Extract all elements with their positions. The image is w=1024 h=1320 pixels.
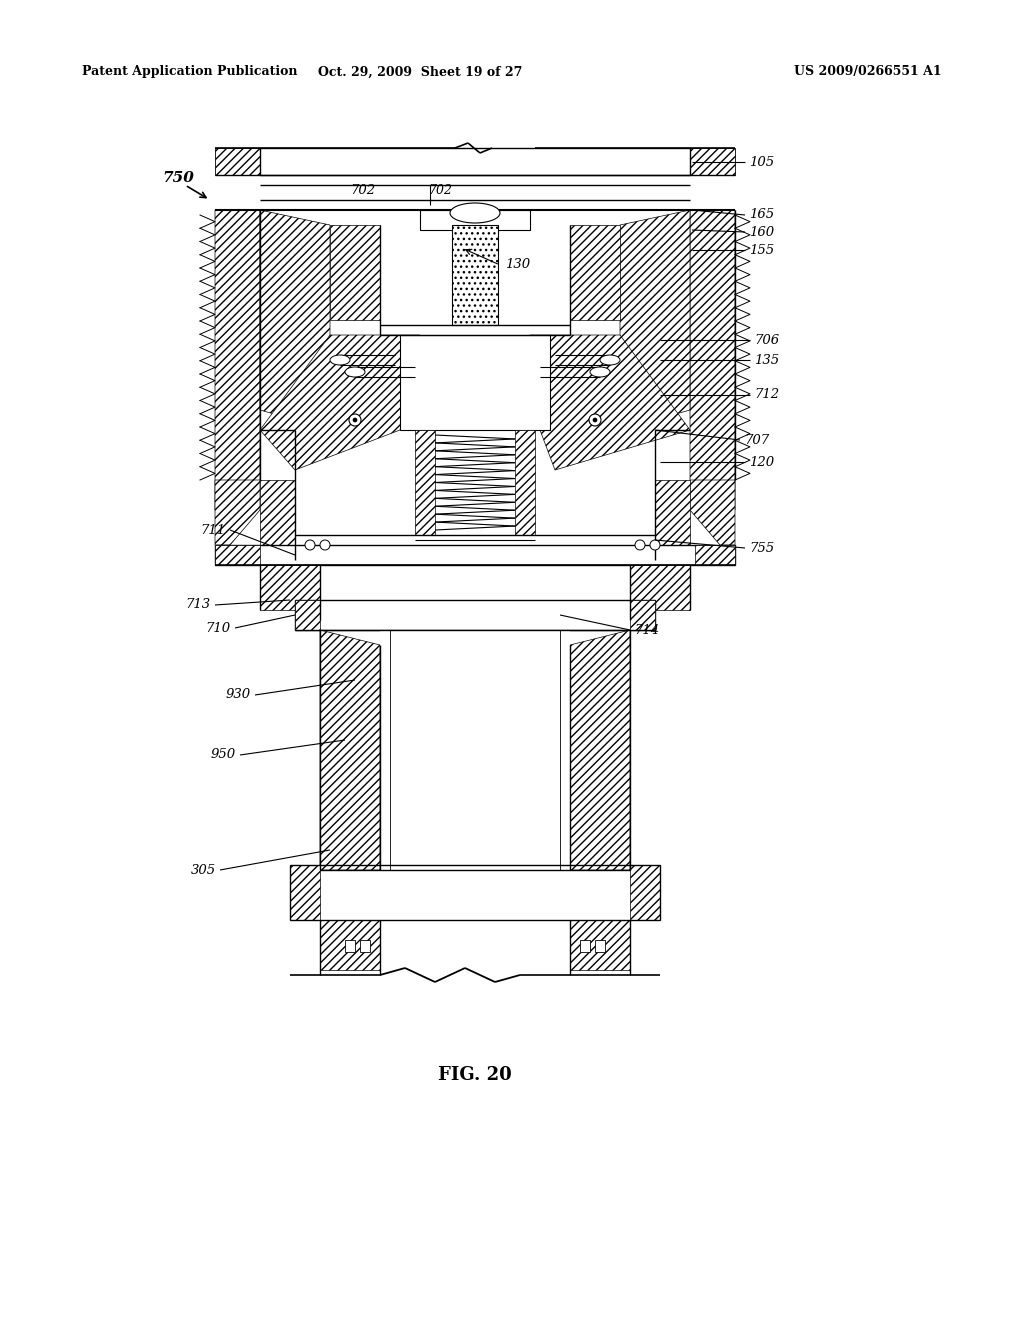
- Polygon shape: [330, 224, 380, 319]
- Text: 155: 155: [749, 243, 774, 256]
- Text: US 2009/0266551 A1: US 2009/0266551 A1: [795, 66, 942, 78]
- Polygon shape: [630, 601, 655, 630]
- Bar: [260, 148, 690, 176]
- Polygon shape: [690, 148, 735, 176]
- Polygon shape: [570, 224, 620, 319]
- Text: 130: 130: [505, 259, 530, 272]
- Polygon shape: [570, 920, 630, 970]
- Ellipse shape: [330, 355, 350, 366]
- Text: 305: 305: [190, 863, 216, 876]
- Polygon shape: [260, 565, 319, 610]
- Text: Patent Application Publication: Patent Application Publication: [82, 66, 298, 78]
- Polygon shape: [215, 210, 260, 510]
- Text: 750: 750: [162, 172, 194, 185]
- Polygon shape: [215, 545, 260, 565]
- Polygon shape: [295, 601, 319, 630]
- Text: 105: 105: [749, 156, 774, 169]
- Text: 713: 713: [186, 598, 211, 611]
- Bar: [595, 940, 605, 952]
- Ellipse shape: [600, 355, 620, 366]
- Bar: [420, 210, 530, 230]
- Text: 702: 702: [428, 185, 452, 198]
- Bar: [215, 545, 735, 565]
- Text: FIG. 20: FIG. 20: [438, 1067, 512, 1084]
- Ellipse shape: [450, 203, 500, 223]
- Polygon shape: [690, 210, 735, 510]
- Polygon shape: [319, 630, 380, 870]
- Text: 120: 120: [749, 455, 774, 469]
- Bar: [452, 224, 498, 325]
- Ellipse shape: [345, 367, 365, 378]
- Polygon shape: [260, 210, 330, 430]
- Polygon shape: [695, 545, 735, 565]
- Bar: [295, 601, 655, 630]
- Circle shape: [635, 540, 645, 550]
- Polygon shape: [655, 480, 690, 560]
- Circle shape: [353, 418, 357, 422]
- Text: 711: 711: [201, 524, 226, 536]
- Text: 930: 930: [226, 689, 251, 701]
- Polygon shape: [530, 335, 690, 470]
- Polygon shape: [290, 865, 319, 920]
- Text: 135: 135: [754, 354, 779, 367]
- Text: 702: 702: [350, 185, 375, 198]
- Circle shape: [349, 414, 361, 426]
- Circle shape: [589, 414, 601, 426]
- Bar: [380, 630, 570, 870]
- Text: 707: 707: [744, 433, 769, 446]
- Polygon shape: [260, 480, 295, 560]
- Text: 950: 950: [211, 748, 236, 762]
- Polygon shape: [570, 630, 630, 870]
- Text: 710: 710: [206, 622, 231, 635]
- Bar: [360, 940, 370, 952]
- Circle shape: [319, 540, 330, 550]
- Text: 160: 160: [749, 226, 774, 239]
- Bar: [345, 940, 355, 952]
- Polygon shape: [630, 565, 690, 610]
- Text: 165: 165: [749, 209, 774, 222]
- Polygon shape: [215, 480, 260, 545]
- Circle shape: [593, 418, 597, 422]
- Text: 755: 755: [749, 541, 774, 554]
- Polygon shape: [515, 430, 535, 535]
- Circle shape: [305, 540, 315, 550]
- Polygon shape: [620, 210, 690, 430]
- Polygon shape: [690, 480, 735, 545]
- Polygon shape: [260, 335, 420, 470]
- Circle shape: [650, 540, 660, 550]
- Polygon shape: [630, 865, 660, 920]
- Text: 706: 706: [754, 334, 779, 346]
- Polygon shape: [215, 148, 260, 176]
- Text: Oct. 29, 2009  Sheet 19 of 27: Oct. 29, 2009 Sheet 19 of 27: [317, 66, 522, 78]
- Polygon shape: [415, 430, 435, 535]
- Text: 714: 714: [634, 623, 659, 636]
- Bar: [580, 940, 590, 952]
- Bar: [400, 335, 550, 430]
- Polygon shape: [319, 920, 380, 970]
- Text: 712: 712: [754, 388, 779, 401]
- Ellipse shape: [590, 367, 610, 378]
